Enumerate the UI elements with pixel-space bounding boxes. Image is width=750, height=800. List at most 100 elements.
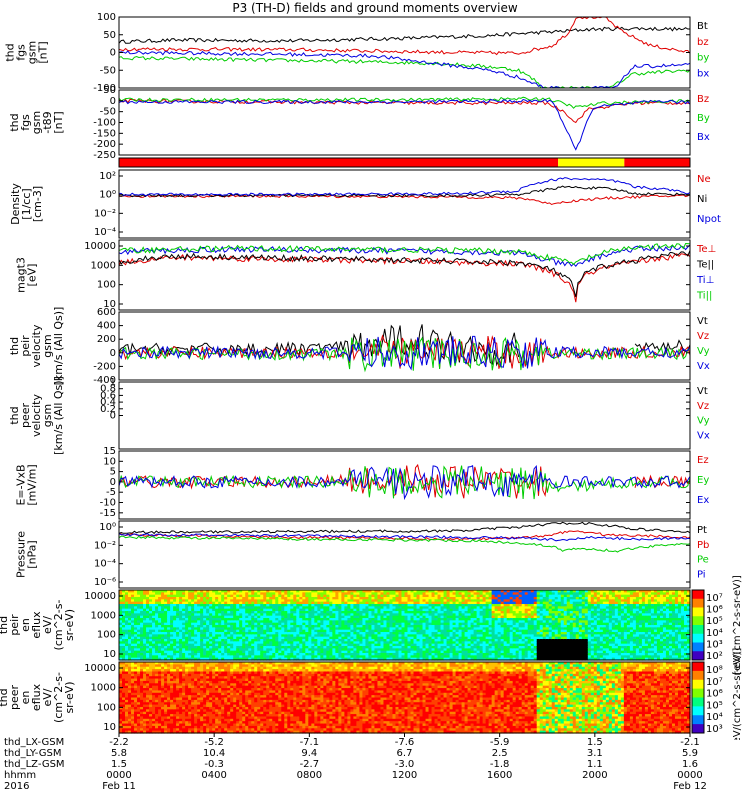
heatmap-cell — [296, 590, 300, 593]
heatmap-cell — [224, 650, 228, 654]
heatmap-cell — [275, 597, 279, 600]
heatmap-cell — [575, 643, 580, 647]
heatmap-cell — [335, 622, 339, 626]
heatmap-cell — [557, 613, 562, 617]
heatmap-cell — [197, 646, 201, 649]
heatmap-cell — [221, 613, 225, 617]
heatmap-cell — [578, 620, 583, 624]
heatmap-cell — [428, 643, 433, 647]
heatmap-cell — [305, 655, 309, 659]
heatmap-cell — [494, 646, 499, 649]
heatmap-cell — [491, 601, 496, 605]
heatmap-cell — [203, 620, 207, 624]
heatmap-cell — [284, 655, 288, 659]
heatmap-cell — [386, 627, 391, 631]
heatmap-cell — [401, 618, 406, 621]
y-tick-label: 1000 — [91, 260, 116, 271]
heatmap-cell — [203, 627, 207, 631]
heatmap-cell — [476, 592, 481, 596]
heatmap-cell — [365, 608, 370, 612]
heatmap-cell — [521, 648, 526, 652]
heatmap-cell — [263, 646, 267, 649]
heatmap-cell — [137, 639, 141, 642]
heatmap-cell — [362, 634, 367, 638]
heatmap-cell — [587, 650, 592, 654]
heatmap-cell — [410, 592, 415, 596]
heatmap-cell — [584, 648, 589, 652]
heatmap-cell — [173, 636, 177, 640]
heatmap-cell — [275, 634, 279, 638]
heatmap-cell — [290, 655, 294, 659]
y-tick-label: 10 — [103, 299, 116, 310]
heatmap-cell — [128, 618, 132, 621]
heatmap-cell — [386, 634, 391, 638]
heatmap-cell — [218, 604, 222, 607]
heatmap-cell — [287, 606, 291, 610]
heatmap-cell — [308, 597, 312, 600]
y-tick-label: 5 — [110, 467, 116, 478]
heatmap-cell — [149, 643, 153, 647]
heatmap-cell — [131, 594, 135, 598]
heatmap-cell — [314, 606, 318, 610]
heatmap-cell — [299, 590, 303, 593]
heatmap-cell — [332, 597, 336, 600]
heatmap-cell — [230, 627, 234, 631]
heatmap-cell — [308, 594, 312, 598]
heatmap-cell — [335, 611, 339, 614]
heatmap-cell — [158, 618, 162, 621]
heatmap-cell — [551, 648, 556, 652]
heatmap-cell — [524, 650, 529, 654]
heatmap-cell — [398, 594, 403, 598]
heatmap-cell — [407, 639, 412, 642]
heatmap-cell — [548, 604, 553, 607]
heatmap-cell — [590, 632, 595, 635]
heatmap-cell — [320, 597, 324, 600]
heatmap-cell — [473, 639, 478, 642]
heatmap-cell — [575, 611, 580, 614]
heatmap-cell — [320, 641, 324, 645]
heatmap-cell — [338, 606, 342, 610]
heatmap-cell — [368, 601, 373, 605]
heatmap-cell — [257, 592, 261, 596]
heatmap-cell — [281, 625, 285, 628]
heatmap-cell — [149, 599, 153, 603]
heatmap-cell — [179, 594, 183, 598]
heatmap-cell — [248, 648, 252, 652]
heatmap-cell — [305, 634, 309, 638]
heatmap-cell — [371, 615, 376, 619]
heatmap-cell — [362, 625, 367, 628]
heatmap-cell — [449, 632, 454, 635]
heatmap-cell — [353, 590, 358, 593]
heatmap-cell — [347, 655, 352, 659]
heatmap-cell — [167, 650, 171, 654]
heatmap-cell — [179, 648, 183, 652]
heatmap-cell — [383, 636, 388, 640]
heatmap-cell — [467, 641, 472, 645]
heatmap-cell — [440, 632, 445, 635]
heatmap-cell — [395, 636, 400, 640]
heatmap-cell — [557, 625, 562, 628]
heatmap-cell — [542, 632, 547, 635]
heatmap-cell — [140, 646, 144, 649]
heatmap-cell — [500, 646, 505, 649]
heatmap-cell — [503, 639, 508, 642]
heatmap-cell — [239, 604, 243, 607]
heatmap-cell — [284, 608, 288, 612]
heatmap-cell — [230, 632, 234, 635]
heatmap-cell — [389, 620, 394, 624]
heatmap-cell — [539, 646, 544, 649]
heatmap-cell — [170, 611, 174, 614]
heatmap-cell — [536, 611, 541, 614]
heatmap-cell — [326, 622, 330, 626]
heatmap-cell — [491, 611, 496, 614]
heatmap-cell — [158, 613, 162, 617]
heatmap-cell — [290, 641, 294, 645]
heatmap-cell — [389, 622, 394, 626]
heatmap-cell — [530, 604, 535, 607]
heatmap-cell — [350, 634, 355, 638]
heatmap-cell — [443, 601, 448, 605]
heatmap-cell — [437, 639, 442, 642]
heatmap-cell — [200, 643, 204, 647]
heatmap-cell — [515, 625, 520, 628]
heatmap-cell — [161, 657, 165, 661]
